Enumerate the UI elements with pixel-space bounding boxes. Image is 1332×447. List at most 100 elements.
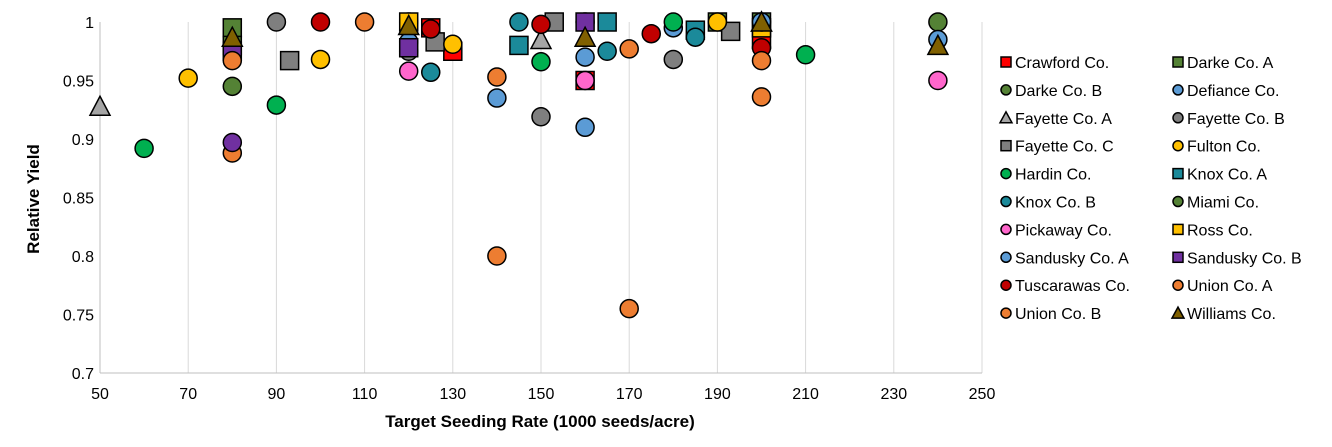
legend-marker-ross-co (1172, 223, 1184, 236)
point-fayette-co-c (720, 21, 741, 42)
point-knox-co-b (597, 41, 617, 61)
legend-label-knox-co-b: Knox Co. B (1015, 195, 1096, 212)
point-darke-co-b (222, 76, 243, 97)
legend-marker-darke-co-b (1000, 84, 1012, 96)
x-tick-label: 50 (91, 386, 109, 403)
y-tick-label: 0.7 (72, 366, 94, 383)
point-extra (222, 132, 243, 153)
x-tick-label: 230 (880, 386, 907, 403)
point-pickaway-co (928, 70, 948, 91)
legend-marker-pickaway-co (1000, 223, 1012, 236)
point-sandusky-co-b (398, 37, 419, 58)
legend-label-darke-co-b: Darke Co. B (1015, 83, 1102, 100)
point-union-co-b (751, 50, 772, 71)
point-hardin-co (663, 12, 684, 32)
legend-marker-hardin-co (1000, 167, 1012, 180)
point-fayette-co-a (88, 94, 112, 116)
data-points (88, 10, 950, 319)
point-union-co-b (222, 50, 243, 71)
y-tick-label: 0.85 (63, 191, 94, 208)
point-union-co-b (619, 39, 639, 59)
y-tick-label: 0.95 (63, 74, 94, 91)
axes: 50 70 90 110 130 150 170 190 210 230 250 0.7 0.75 0.8… (63, 15, 996, 403)
legend-label-hardin-co: Hardin Co. (1015, 167, 1091, 184)
x-tick-label: 170 (616, 386, 643, 403)
legend-label-union-co-a: Union Co. A (1187, 278, 1273, 295)
point-union-co-b (354, 12, 375, 32)
point-union-co-b (487, 67, 507, 87)
legend-label-tuscarawas-co: Tuscarawas Co. (1015, 278, 1130, 295)
legend-label-sandusky-co-b: Sandusky Co. B (1187, 250, 1302, 267)
x-tick-label: 130 (439, 386, 466, 403)
y-tick-label: 0.9 (72, 132, 94, 149)
legend-label-defiance-co: Defiance Co. (1187, 83, 1280, 100)
legend-marker-fayette-co-a (998, 110, 1014, 124)
legend-marker-defiance-co (1172, 84, 1184, 96)
point-pickaway-co (398, 61, 419, 81)
point-fayette-co-b (266, 12, 287, 32)
legend-label-fayette-co-c: Fayette Co. C (1015, 139, 1114, 156)
point-darke-co-b (928, 12, 948, 32)
legend-label-fayette-co-b: Fayette Co. B (1187, 111, 1285, 128)
point-williams-co (750, 10, 773, 32)
point-sandusky-co-a (575, 47, 595, 67)
y-tick-label: 0.75 (63, 308, 94, 325)
legend-marker-union-co-b (1000, 307, 1012, 319)
legend-label-darke-co-a: Darke Co. A (1187, 55, 1274, 72)
legend-marker-williams-co (1170, 305, 1186, 319)
y-tick-label: 0.8 (72, 249, 94, 266)
point-hardin-co (134, 138, 154, 159)
y-axis-label: Relative Yield (24, 144, 43, 254)
legend-marker-sandusky-co-b (1172, 251, 1184, 264)
x-tick-label: 90 (268, 386, 286, 403)
point-fulton-co (310, 49, 331, 70)
point-sandusky-co-a (575, 117, 595, 138)
point-fayette-co-c (279, 50, 300, 71)
legend-marker-miami-co (1172, 195, 1184, 208)
point-knox-co-b (421, 62, 441, 83)
point-williams-co (926, 33, 950, 56)
point-hardin-co (795, 45, 816, 65)
point-tuscarawas-co (641, 23, 661, 44)
legend-label-union-co-b: Union Co. B (1015, 306, 1101, 323)
point-fayette-co-b (663, 49, 684, 70)
point-tuscarawas-co (310, 12, 331, 32)
point-fulton-co (707, 12, 728, 32)
point-union-co-a (751, 87, 772, 107)
point-union-co-a (619, 298, 639, 319)
point-sandusky-co-a (487, 88, 507, 108)
legend-marker-tuscarawas-co (1000, 279, 1012, 291)
x-axis-label: Target Seeding Rate (1000 seeds/acre) (385, 412, 695, 431)
point-fulton-co (178, 68, 198, 88)
legend-label-fayette-co-a: Fayette Co. A (1015, 111, 1112, 128)
point-knox-co-b (509, 12, 529, 32)
point-fayette-co-a (529, 27, 553, 50)
y-tick-label: 1 (85, 15, 94, 32)
legend-marker-crawford-co (1000, 56, 1012, 68)
x-tick-label: 210 (792, 386, 819, 403)
gridlines (187, 22, 983, 373)
legend-label-crawford-co: Crawford Co. (1015, 55, 1109, 72)
legend-marker-fayette-co-c (1000, 139, 1012, 152)
legend: Crawford Co. Darke Co. A Darke Co. B Defian… (998, 55, 1302, 323)
legend-label-pickaway-co: Pickaway Co. (1015, 222, 1112, 239)
x-tick-label: 110 (352, 386, 378, 403)
legend-marker-knox-co-a (1172, 167, 1184, 180)
legend-marker-sandusky-co-a (1000, 251, 1012, 264)
legend-marker-fulton-co (1172, 139, 1184, 152)
legend-marker-darke-co-a (1172, 56, 1184, 68)
x-tick-label: 70 (179, 386, 197, 403)
x-tick-label: 150 (528, 386, 555, 403)
legend-label-miami-co: Miami Co. (1187, 195, 1259, 212)
legend-marker-knox-co-b (1000, 195, 1012, 208)
point-fayette-co-b (531, 107, 551, 127)
x-tick-label: 190 (704, 386, 731, 403)
legend-label-knox-co-a: Knox Co. A (1187, 167, 1267, 184)
legend-marker-fayette-co-b (1172, 112, 1184, 124)
point-hardin-co (266, 95, 287, 115)
point-hardin-co (531, 52, 551, 72)
point-union-co-a (487, 246, 507, 266)
point-tuscarawas-co (531, 14, 551, 35)
legend-label-williams-co: Williams Co. (1187, 306, 1276, 323)
point-williams-co (221, 25, 244, 47)
